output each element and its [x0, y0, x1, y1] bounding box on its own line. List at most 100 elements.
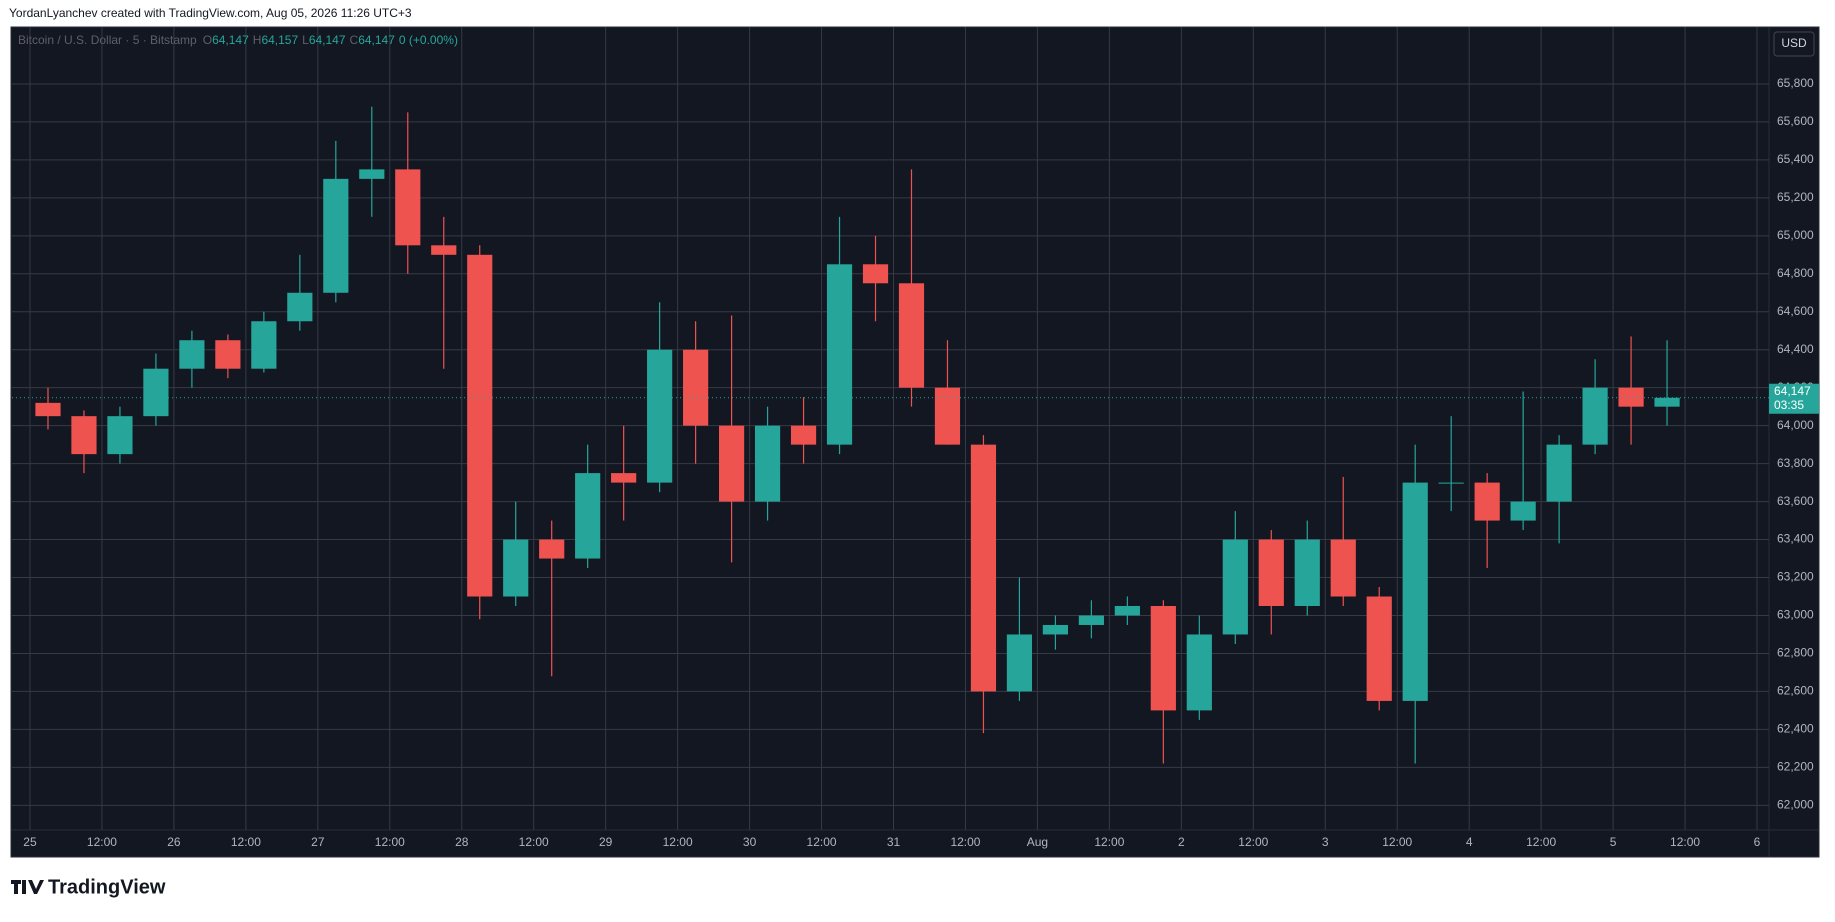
x-tick-label: 26 [167, 835, 181, 849]
candle-body [539, 539, 565, 559]
attribution: YordanLyanchev created with TradingView.… [9, 6, 412, 20]
y-tick-label: 63,400 [1777, 532, 1814, 546]
y-tick-label: 63,200 [1777, 570, 1814, 584]
candle-body [395, 169, 421, 246]
candle-body [1402, 482, 1428, 701]
countdown: 03:35 [1774, 398, 1804, 412]
chart-background [10, 26, 1820, 858]
y-tick-label: 63,600 [1777, 494, 1814, 508]
candle-body [754, 425, 781, 502]
candle-body [1042, 624, 1068, 635]
candle-body [1366, 596, 1392, 701]
ohlc-value: 64,157 [261, 33, 298, 47]
candle-body [1006, 634, 1033, 692]
currency-button[interactable] [1773, 31, 1815, 57]
candle-body [575, 473, 601, 559]
y-tick-label: 62,800 [1777, 646, 1814, 660]
y-tick-label: 63,800 [1777, 456, 1814, 470]
candle-body [898, 283, 925, 388]
currency[interactable]: USD [1781, 36, 1807, 50]
x-tick-label: 29 [599, 835, 613, 849]
candle-body [1078, 615, 1104, 625]
x-tick-label: 2 [1178, 835, 1185, 849]
candle-body [611, 473, 637, 483]
x-tick-label: 30 [743, 835, 757, 849]
y-tick-label: 64,600 [1777, 304, 1814, 318]
last-price-box [1769, 383, 1819, 414]
candle-body [359, 169, 385, 179]
candle-body [1618, 387, 1644, 407]
y-tick-label: 62,400 [1777, 722, 1814, 736]
candle-body [323, 178, 349, 293]
y-tick-label: 65,600 [1777, 114, 1814, 128]
brand-logo: TradingView [11, 876, 166, 898]
x-tick-label: 12:00 [375, 835, 405, 849]
x-tick-label: 4 [1466, 835, 1473, 849]
x-tick-label: 31 [887, 835, 901, 849]
ohlc-key: O [203, 33, 212, 47]
y-tick-label: 63,000 [1777, 608, 1814, 622]
candle-body [287, 292, 313, 322]
candle-body [1294, 539, 1320, 606]
candle-body [179, 340, 205, 369]
x-tick-label: 12:00 [231, 835, 261, 849]
candle-body [71, 416, 97, 455]
ohlc-key: H [253, 33, 262, 47]
chart-legend: Bitcoin / U.S. Dollar · 5 · Bitstamp O64,… [18, 33, 458, 47]
candle-body [647, 349, 673, 483]
candle-body [1582, 387, 1608, 445]
x-tick-label: 27 [311, 835, 325, 849]
candle-body [1438, 482, 1464, 484]
x-tick-label: 12:00 [519, 835, 549, 849]
x-tick-label: 12:00 [1526, 835, 1556, 849]
candle-body [683, 349, 709, 426]
symbol-title: Bitcoin / U.S. Dollar · 5 · Bitstamp [18, 33, 197, 47]
price-change: 0 (+0.00%) [399, 33, 458, 47]
x-tick-label: 12:00 [807, 835, 837, 849]
candle-body [467, 254, 493, 597]
y-tick-label: 62,000 [1777, 797, 1814, 811]
candle-body [1474, 482, 1500, 521]
y-tick-label: 65,200 [1777, 190, 1814, 204]
candle-body [107, 416, 133, 455]
last-price-label: 64,147 [1774, 384, 1811, 398]
candle-body [1330, 539, 1356, 597]
candle-body [35, 402, 61, 417]
x-tick-label: 6 [1754, 835, 1761, 849]
x-tick-label: 25 [23, 835, 37, 849]
x-tick-label: 12:00 [1238, 835, 1268, 849]
brand: TradingView [48, 876, 166, 898]
x-tick-label: 12:00 [87, 835, 117, 849]
x-tick-label: 12:00 [950, 835, 980, 849]
y-tick-label: 65,400 [1777, 152, 1814, 166]
x-tick-label: 12:00 [663, 835, 693, 849]
candle-body [934, 387, 961, 445]
ohlc-key: L [302, 33, 309, 47]
ohlc-key: C [350, 33, 359, 47]
candle-body [1546, 444, 1572, 502]
y-tick-label: 65,000 [1777, 228, 1814, 242]
candle-body [826, 264, 853, 445]
candle-body [718, 425, 745, 502]
y-tick-label: 64,800 [1777, 266, 1814, 280]
y-tick-label: 62,600 [1777, 684, 1814, 698]
ohlc-value: 64,147 [309, 33, 346, 47]
x-tick-label: Aug [1027, 835, 1048, 849]
y-tick-label: 64,400 [1777, 342, 1814, 356]
x-tick-label: 28 [455, 835, 469, 849]
candle-body [1510, 501, 1536, 521]
x-tick-label: 12:00 [1094, 835, 1124, 849]
ohlc-value: 64,147 [358, 33, 395, 47]
candle-body [1114, 605, 1140, 616]
candle-body [862, 264, 889, 284]
candle-body [970, 444, 997, 692]
candle-body [1654, 397, 1680, 407]
x-tick-label: 3 [1322, 835, 1329, 849]
ohlc-value: 64,147 [212, 33, 249, 47]
y-tick-label: 62,200 [1777, 760, 1814, 774]
candle-body [1150, 605, 1176, 711]
candle-body [1258, 539, 1284, 606]
x-tick-label: 12:00 [1670, 835, 1700, 849]
